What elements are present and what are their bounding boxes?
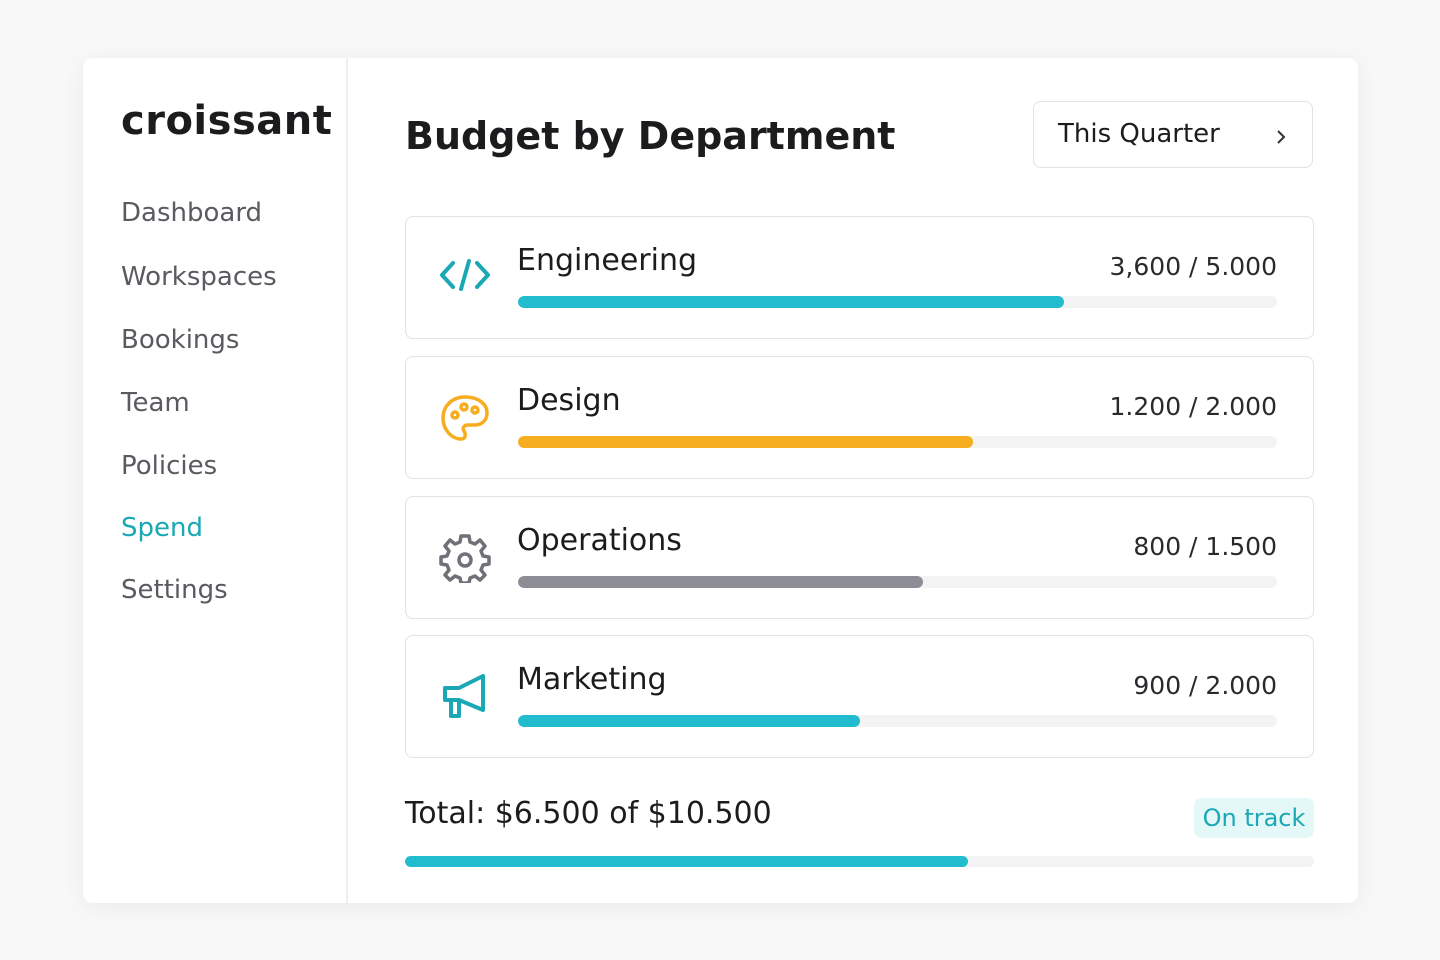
chevron-icon bbox=[1277, 130, 1286, 144]
progress-bar bbox=[518, 436, 974, 448]
progress-bar bbox=[518, 296, 1065, 308]
progress-track bbox=[518, 296, 1277, 308]
megaphone-icon bbox=[443, 674, 485, 718]
nav-item[interactable]: Dashboard bbox=[121, 198, 263, 228]
progress-bar bbox=[518, 576, 923, 588]
nav-item[interactable]: Workspaces bbox=[121, 262, 277, 292]
palette-icon bbox=[441, 395, 489, 441]
department-name: Marketing bbox=[517, 662, 667, 697]
department-amount: 3,600 / 5.000 bbox=[1109, 252, 1277, 281]
period-label: This Quarter bbox=[1058, 119, 1220, 149]
department-amount: 900 / 2.000 bbox=[1133, 671, 1277, 700]
total-progress-bar bbox=[405, 856, 968, 867]
department-row: Operations 800 / 1.500 bbox=[405, 496, 1314, 619]
nav-item[interactable]: Bookings bbox=[121, 325, 240, 355]
department-name: Engineering bbox=[517, 243, 697, 278]
status-badge: On track bbox=[1194, 798, 1314, 838]
progress-track bbox=[518, 576, 1277, 588]
department-amount: 800 / 1.500 bbox=[1133, 532, 1277, 561]
gear-icon bbox=[439, 534, 491, 583]
nav-item[interactable]: Settings bbox=[121, 575, 228, 605]
total-label: Total: $6.500 of $10.500 bbox=[405, 796, 772, 831]
progress-bar bbox=[518, 715, 860, 727]
department-name: Design bbox=[517, 383, 621, 418]
department-name: Operations bbox=[517, 523, 682, 558]
page-title: Budget by Department bbox=[405, 114, 896, 158]
department-row: Engineering 3,600 / 5.000 bbox=[405, 216, 1314, 339]
department-amount: 1.200 / 2.000 bbox=[1109, 392, 1277, 421]
nav-item[interactable]: Team bbox=[121, 388, 190, 418]
nav-item[interactable]: Spend bbox=[121, 513, 203, 543]
period-select[interactable]: This Quarter bbox=[1033, 101, 1313, 168]
progress-track bbox=[518, 715, 1277, 727]
progress-track bbox=[405, 856, 1314, 867]
nav-item[interactable]: Policies bbox=[121, 451, 218, 481]
department-row: Design 1.200 / 2.000 bbox=[405, 356, 1314, 479]
progress-track bbox=[518, 436, 1277, 448]
department-row: Marketing 900 / 2.000 bbox=[405, 635, 1314, 758]
budget-card: croissant Dashboard Workspaces Bookings … bbox=[83, 58, 1358, 903]
sidebar: croissant Dashboard Workspaces Bookings … bbox=[83, 58, 348, 903]
code-icon bbox=[440, 259, 490, 291]
logo: croissant bbox=[121, 98, 333, 144]
